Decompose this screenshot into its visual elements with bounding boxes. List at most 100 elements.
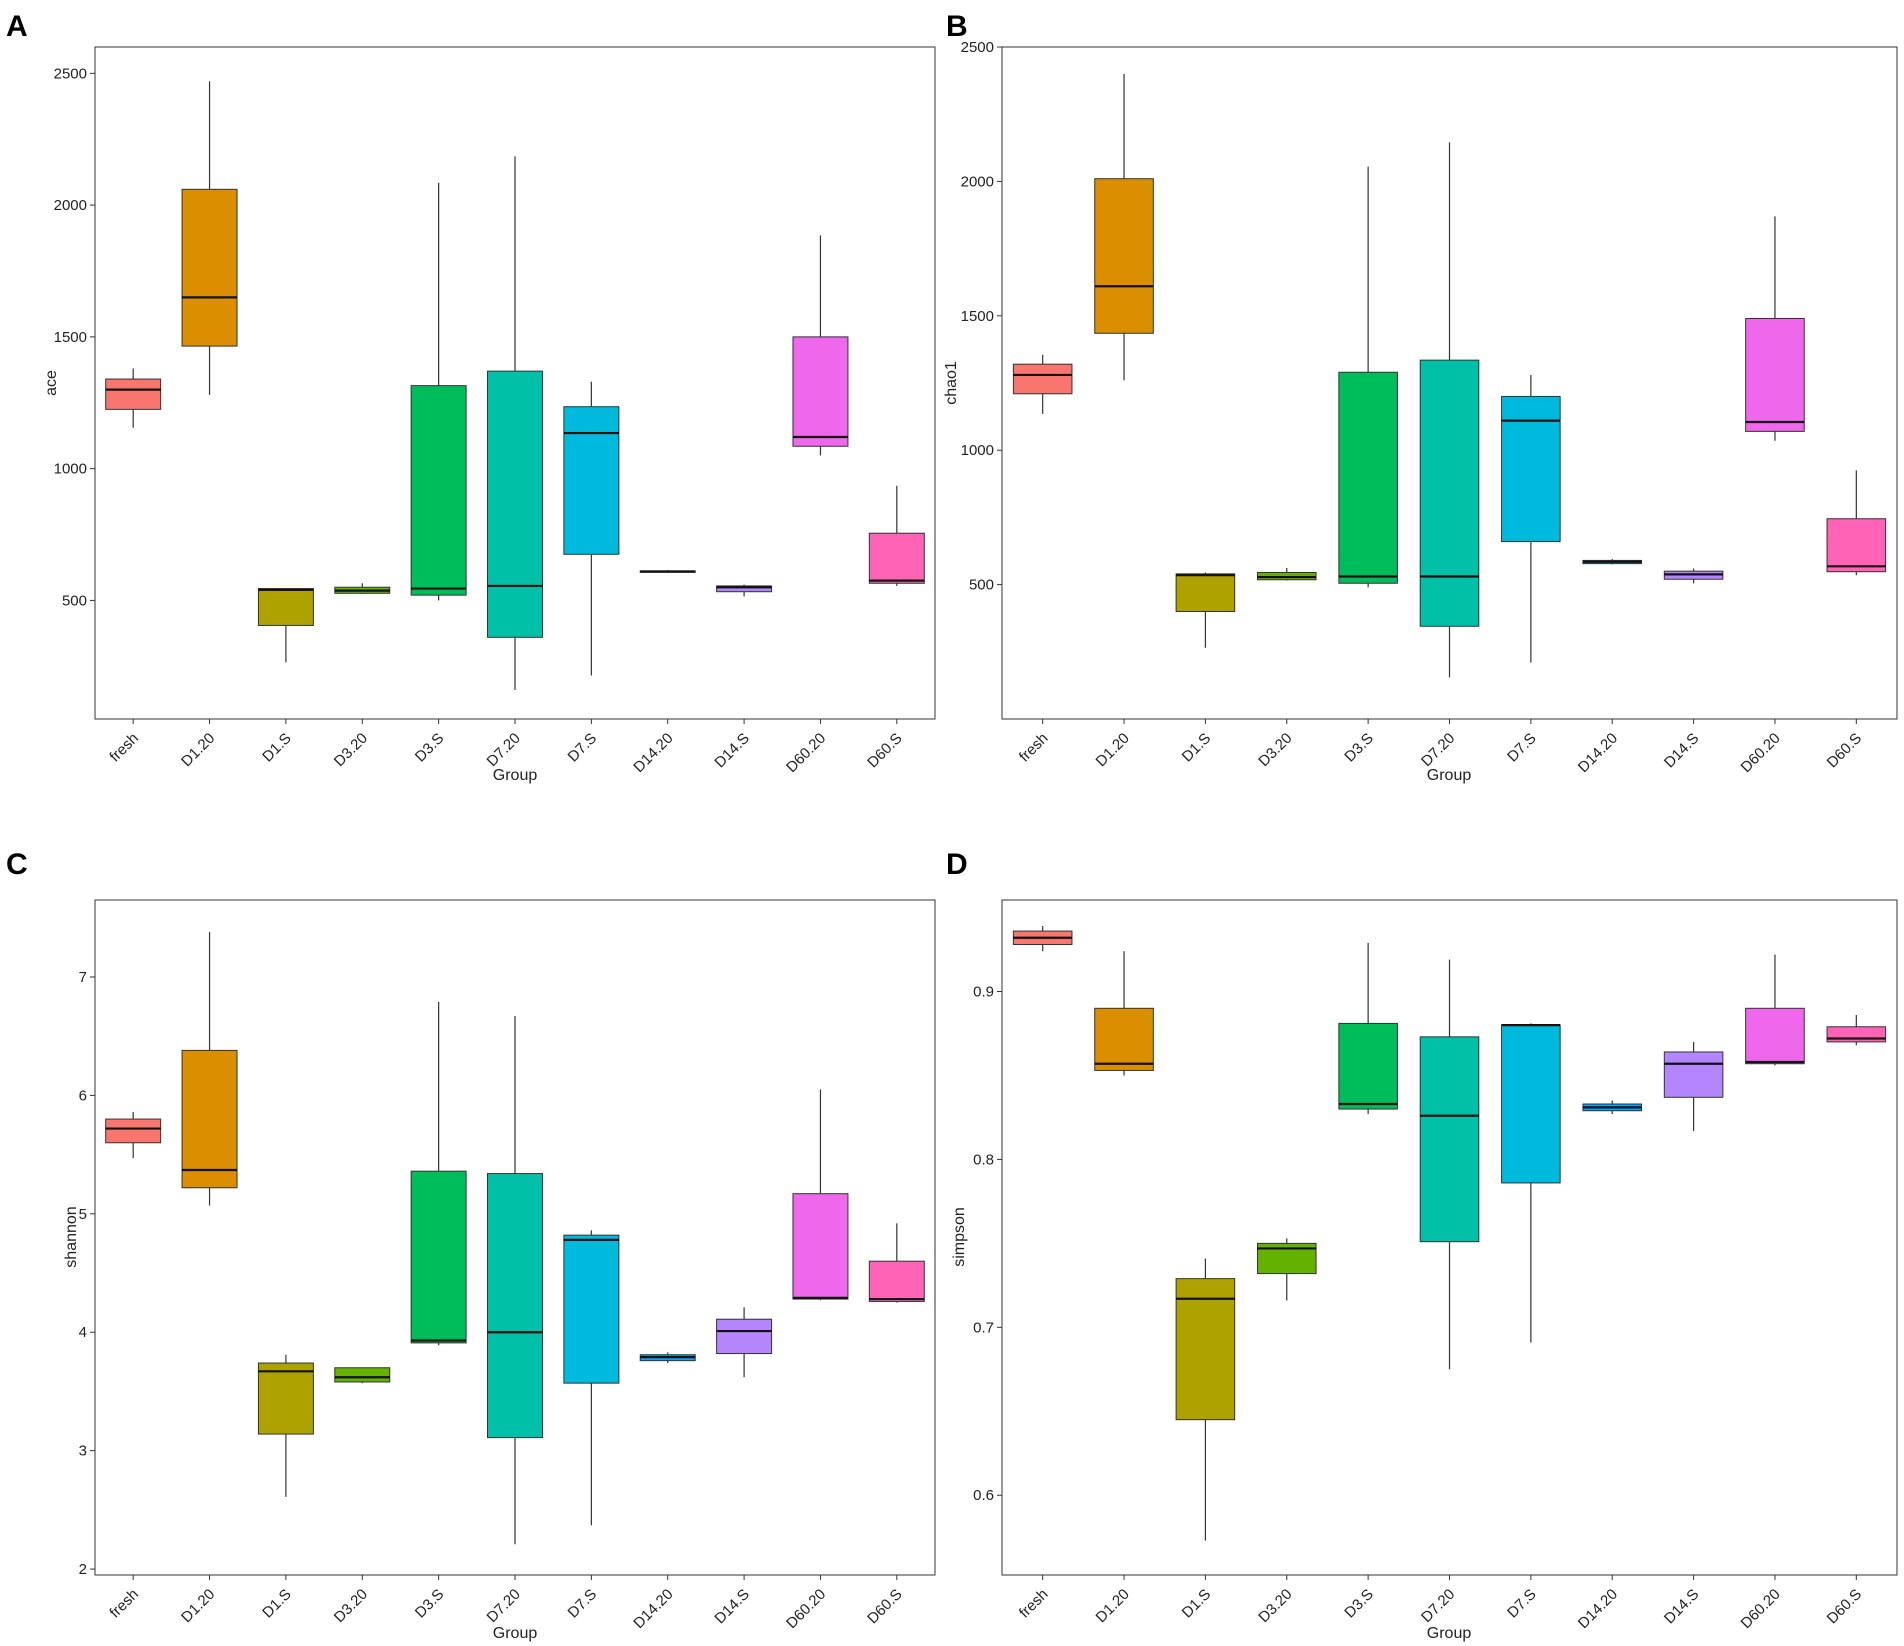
x-tick-label: D60.20 bbox=[783, 730, 829, 776]
box-d60-20 bbox=[792, 1089, 849, 1301]
box-d14-s bbox=[1663, 568, 1724, 584]
box-iqr bbox=[1338, 371, 1398, 584]
box-d3-20 bbox=[334, 583, 391, 594]
y-tick-label: 6 bbox=[79, 1087, 87, 1104]
y-axis-title: chao1 bbox=[943, 361, 960, 405]
x-axis-title: Group bbox=[493, 767, 538, 784]
y-axis: 500 1000 1500 2000 2500 bbox=[961, 39, 1002, 594]
x-tick-label: D1.S bbox=[1179, 730, 1215, 766]
box-d7-s bbox=[563, 381, 620, 676]
box-d3-s bbox=[1338, 166, 1398, 588]
y-axis: 2 3 4 5 6 7 bbox=[79, 969, 95, 1578]
box-d60-20 bbox=[1745, 216, 1805, 441]
x-tick-label: D60.S bbox=[864, 730, 906, 772]
x-tick-label: D7.20 bbox=[1418, 1586, 1458, 1626]
box-iqr bbox=[257, 588, 314, 626]
x-tick-label: D1.20 bbox=[178, 730, 218, 770]
box-iqr bbox=[1745, 1007, 1805, 1065]
y-axis: 0.6 0.7 0.8 0.9 bbox=[973, 984, 1002, 1504]
box-iqr bbox=[716, 585, 773, 593]
y-tick-label: 0.8 bbox=[973, 1151, 994, 1168]
y-tick-label: 4 bbox=[79, 1324, 87, 1341]
box-d3-s bbox=[410, 1001, 467, 1346]
x-tick-label: D3.20 bbox=[331, 730, 371, 770]
box-iqr bbox=[1094, 1007, 1154, 1071]
box-d14-20 bbox=[1582, 1100, 1643, 1115]
x-tick-label: D14.S bbox=[711, 730, 753, 772]
box-iqr bbox=[792, 336, 849, 447]
box-iqr bbox=[334, 1367, 391, 1383]
panel-letter: C bbox=[6, 848, 28, 881]
box-series bbox=[105, 81, 925, 691]
box-d7-20 bbox=[1419, 142, 1480, 678]
box-d7-20 bbox=[1419, 959, 1480, 1370]
box-d14-s bbox=[1663, 1041, 1724, 1131]
y-tick-label: 2500 bbox=[961, 39, 994, 56]
box-iqr bbox=[1663, 1051, 1724, 1098]
x-tick-label: D60.20 bbox=[1738, 1586, 1784, 1632]
box-iqr bbox=[1012, 363, 1073, 395]
box-d1-20 bbox=[1094, 73, 1154, 381]
x-tick-label: fresh bbox=[106, 1586, 142, 1622]
x-tick-label: D1.20 bbox=[1093, 730, 1133, 770]
box-d1-s bbox=[1175, 572, 1236, 648]
x-tick-label: D14.20 bbox=[630, 730, 676, 776]
box-d3-s bbox=[1338, 942, 1398, 1115]
box-d7-s bbox=[1501, 1023, 1561, 1343]
x-tick-label: D1.S bbox=[1179, 1586, 1215, 1622]
x-tick-label: D14.20 bbox=[630, 1586, 676, 1632]
x-tick-label: D3.20 bbox=[331, 1586, 371, 1626]
x-tick-label: D14.20 bbox=[1575, 730, 1621, 776]
x-axis-title: Group bbox=[1427, 767, 1472, 784]
box-iqr bbox=[868, 1260, 925, 1302]
x-tick-label: D3.S bbox=[412, 1586, 448, 1622]
box-d60-s bbox=[1826, 1015, 1887, 1046]
x-tick-label: D14.20 bbox=[1575, 1586, 1621, 1632]
y-tick-label: 1000 bbox=[961, 442, 994, 459]
box-series bbox=[1012, 73, 1887, 678]
y-tick-label: 2000 bbox=[961, 173, 994, 190]
x-tick-label: D3.20 bbox=[1255, 1586, 1295, 1626]
y-tick-label: 0.9 bbox=[973, 984, 994, 1001]
box-iqr bbox=[1501, 395, 1561, 543]
box-iqr bbox=[487, 370, 543, 638]
x-tick-label: D60.20 bbox=[1738, 730, 1784, 776]
box-d7-s bbox=[563, 1230, 620, 1526]
y-tick-label: 2000 bbox=[54, 197, 87, 214]
box-iqr bbox=[1175, 573, 1236, 612]
x-tick-label: fresh bbox=[1016, 1586, 1052, 1622]
box-d1-s bbox=[257, 588, 314, 663]
box-iqr bbox=[1094, 178, 1154, 334]
box-iqr bbox=[1501, 1024, 1561, 1184]
panel-a: A 500 1000 1500 2000 2500 fresh D1.20 D1.S D3.2… bbox=[6, 10, 936, 784]
box-d14-s bbox=[716, 1307, 773, 1378]
box-iqr bbox=[1419, 359, 1480, 627]
box-d3-20 bbox=[1256, 1238, 1317, 1301]
x-tick-label: D3.S bbox=[1341, 730, 1377, 766]
box-fresh bbox=[1012, 354, 1073, 414]
box-iqr bbox=[181, 1049, 238, 1189]
x-tick-label: D14.S bbox=[711, 1586, 753, 1628]
x-tick-label: D60.S bbox=[1824, 730, 1866, 772]
y-tick-label: 3 bbox=[79, 1443, 87, 1460]
box-iqr bbox=[716, 1318, 773, 1355]
x-tick-label: fresh bbox=[1016, 730, 1052, 766]
box-d7-s bbox=[1501, 374, 1561, 663]
box-d60-20 bbox=[792, 235, 849, 456]
x-tick-label: D3.20 bbox=[1255, 730, 1295, 770]
x-tick-label: D7.20 bbox=[484, 1586, 524, 1626]
box-iqr bbox=[792, 1193, 849, 1300]
box-iqr bbox=[181, 188, 238, 347]
x-tick-label: D14.S bbox=[1661, 730, 1703, 772]
y-tick-label: 1500 bbox=[961, 308, 994, 325]
y-axis-title: shannon bbox=[63, 1206, 80, 1267]
x-tick-label: D7.S bbox=[565, 730, 601, 766]
y-axis-title: ace bbox=[43, 370, 60, 396]
box-iqr bbox=[1338, 1022, 1398, 1110]
box-fresh bbox=[105, 1111, 162, 1159]
panel-c: C 2 3 4 5 6 7 fresh D1.20 D1.S D3.20 D3.S D7.20 D7.… bbox=[6, 848, 936, 1642]
panel-letter: A bbox=[6, 10, 28, 43]
x-tick-label: D7.S bbox=[1504, 730, 1540, 766]
box-d14-20 bbox=[639, 570, 696, 573]
y-tick-label: 1500 bbox=[54, 329, 87, 346]
